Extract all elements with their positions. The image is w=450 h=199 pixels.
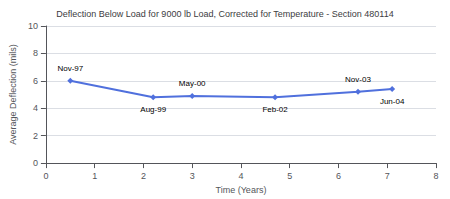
- svg-text:7: 7: [385, 171, 390, 181]
- svg-text:Time (Years): Time (Years): [216, 185, 267, 195]
- svg-text:May-00: May-00: [179, 79, 206, 88]
- svg-text:3: 3: [190, 171, 195, 181]
- svg-text:4: 4: [238, 171, 243, 181]
- svg-text:8: 8: [33, 48, 38, 58]
- svg-text:0: 0: [33, 158, 38, 168]
- svg-text:6: 6: [336, 171, 341, 181]
- svg-text:6: 6: [33, 76, 38, 86]
- svg-text:4: 4: [33, 103, 38, 113]
- svg-text:1: 1: [92, 171, 97, 181]
- svg-text:Aug-99: Aug-99: [140, 105, 166, 114]
- svg-text:Feb-02: Feb-02: [262, 105, 288, 114]
- svg-text:2: 2: [141, 171, 146, 181]
- svg-text:Nov-03: Nov-03: [345, 75, 371, 84]
- svg-text:0: 0: [43, 171, 48, 181]
- svg-text:Nov-97: Nov-97: [57, 64, 83, 73]
- svg-text:2: 2: [33, 131, 38, 141]
- svg-text:10: 10: [28, 21, 38, 31]
- svg-text:5: 5: [287, 171, 292, 181]
- svg-text:Deflection Below Load for 9000: Deflection Below Load for 9000 lb Load, …: [56, 9, 393, 19]
- svg-text:8: 8: [433, 171, 438, 181]
- svg-text:Jun-04: Jun-04: [380, 97, 405, 106]
- svg-text:Average Deflection (mils): Average Deflection (mils): [8, 44, 18, 144]
